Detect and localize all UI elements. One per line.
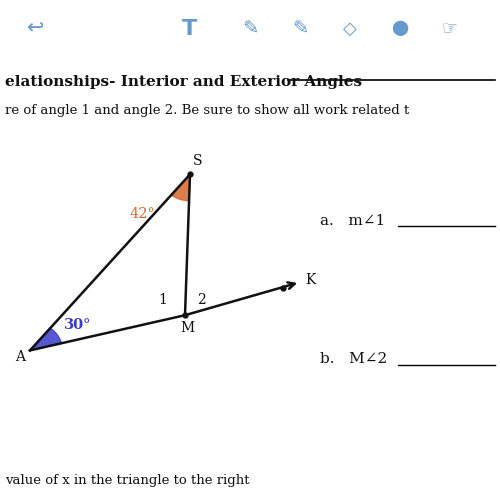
Text: 30°: 30°	[64, 318, 91, 332]
Text: ✎: ✎	[242, 20, 258, 38]
Text: T: T	[182, 19, 198, 39]
Text: ☞: ☞	[442, 20, 458, 38]
Wedge shape	[30, 328, 62, 350]
Text: 2: 2	[197, 293, 206, 307]
Text: ⬤: ⬤	[392, 21, 408, 36]
Text: S: S	[193, 154, 202, 168]
Text: K: K	[305, 274, 315, 287]
Text: elationships- Interior and Exterior Angles: elationships- Interior and Exterior Angl…	[5, 76, 362, 90]
Text: re of angle 1 and angle 2. Be sure to show all work related t: re of angle 1 and angle 2. Be sure to sh…	[5, 104, 409, 117]
Text: 42°: 42°	[130, 208, 156, 222]
Text: b.   M∠2: b. M∠2	[320, 352, 387, 366]
Text: M: M	[180, 321, 194, 335]
Text: ↩: ↩	[26, 19, 44, 39]
Text: ✎: ✎	[292, 20, 308, 38]
Text: A: A	[15, 350, 25, 364]
Wedge shape	[172, 174, 190, 201]
Text: ◇: ◇	[343, 20, 357, 38]
Text: value of x in the triangle to the right: value of x in the triangle to the right	[5, 474, 250, 486]
Text: a.   m∠1: a. m∠1	[320, 214, 385, 228]
Text: 1: 1	[158, 293, 167, 307]
